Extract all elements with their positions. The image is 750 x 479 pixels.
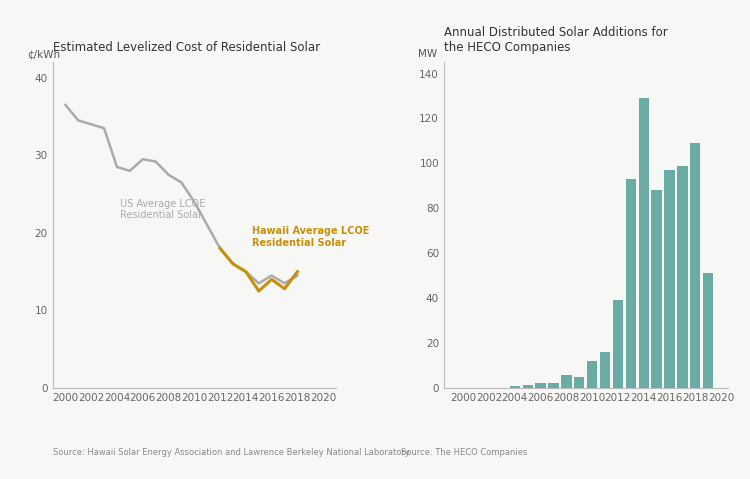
Bar xyxy=(664,170,675,388)
Text: US Average LCOE
Residential Solar: US Average LCOE Residential Solar xyxy=(119,199,205,220)
Bar xyxy=(523,385,532,388)
Bar xyxy=(587,361,597,388)
Bar xyxy=(600,352,610,388)
Text: Source: The HECO Companies: Source: The HECO Companies xyxy=(401,448,528,457)
Bar xyxy=(613,300,623,388)
Bar xyxy=(652,190,662,388)
Bar xyxy=(703,274,713,388)
Bar xyxy=(638,98,649,388)
Bar xyxy=(690,143,700,388)
Text: Estimated Levelized Cost of Residential Solar: Estimated Levelized Cost of Residential … xyxy=(53,41,320,54)
Bar xyxy=(626,179,636,388)
Bar xyxy=(561,375,572,388)
Text: Annual Distributed Solar Additions for
the HECO Companies: Annual Distributed Solar Additions for t… xyxy=(444,26,668,54)
Bar xyxy=(536,384,546,388)
Text: Hawaii Average LCOE
Residential Solar: Hawaii Average LCOE Residential Solar xyxy=(252,226,370,248)
Text: ¢/kWh: ¢/kWh xyxy=(27,49,60,59)
Bar xyxy=(548,384,559,388)
Bar xyxy=(677,166,688,388)
Text: MW: MW xyxy=(419,49,437,59)
Bar xyxy=(510,386,520,388)
Text: Source: Hawaii Solar Energy Association and Lawrence Berkeley National Laborator: Source: Hawaii Solar Energy Association … xyxy=(53,448,410,457)
Bar xyxy=(574,377,584,388)
